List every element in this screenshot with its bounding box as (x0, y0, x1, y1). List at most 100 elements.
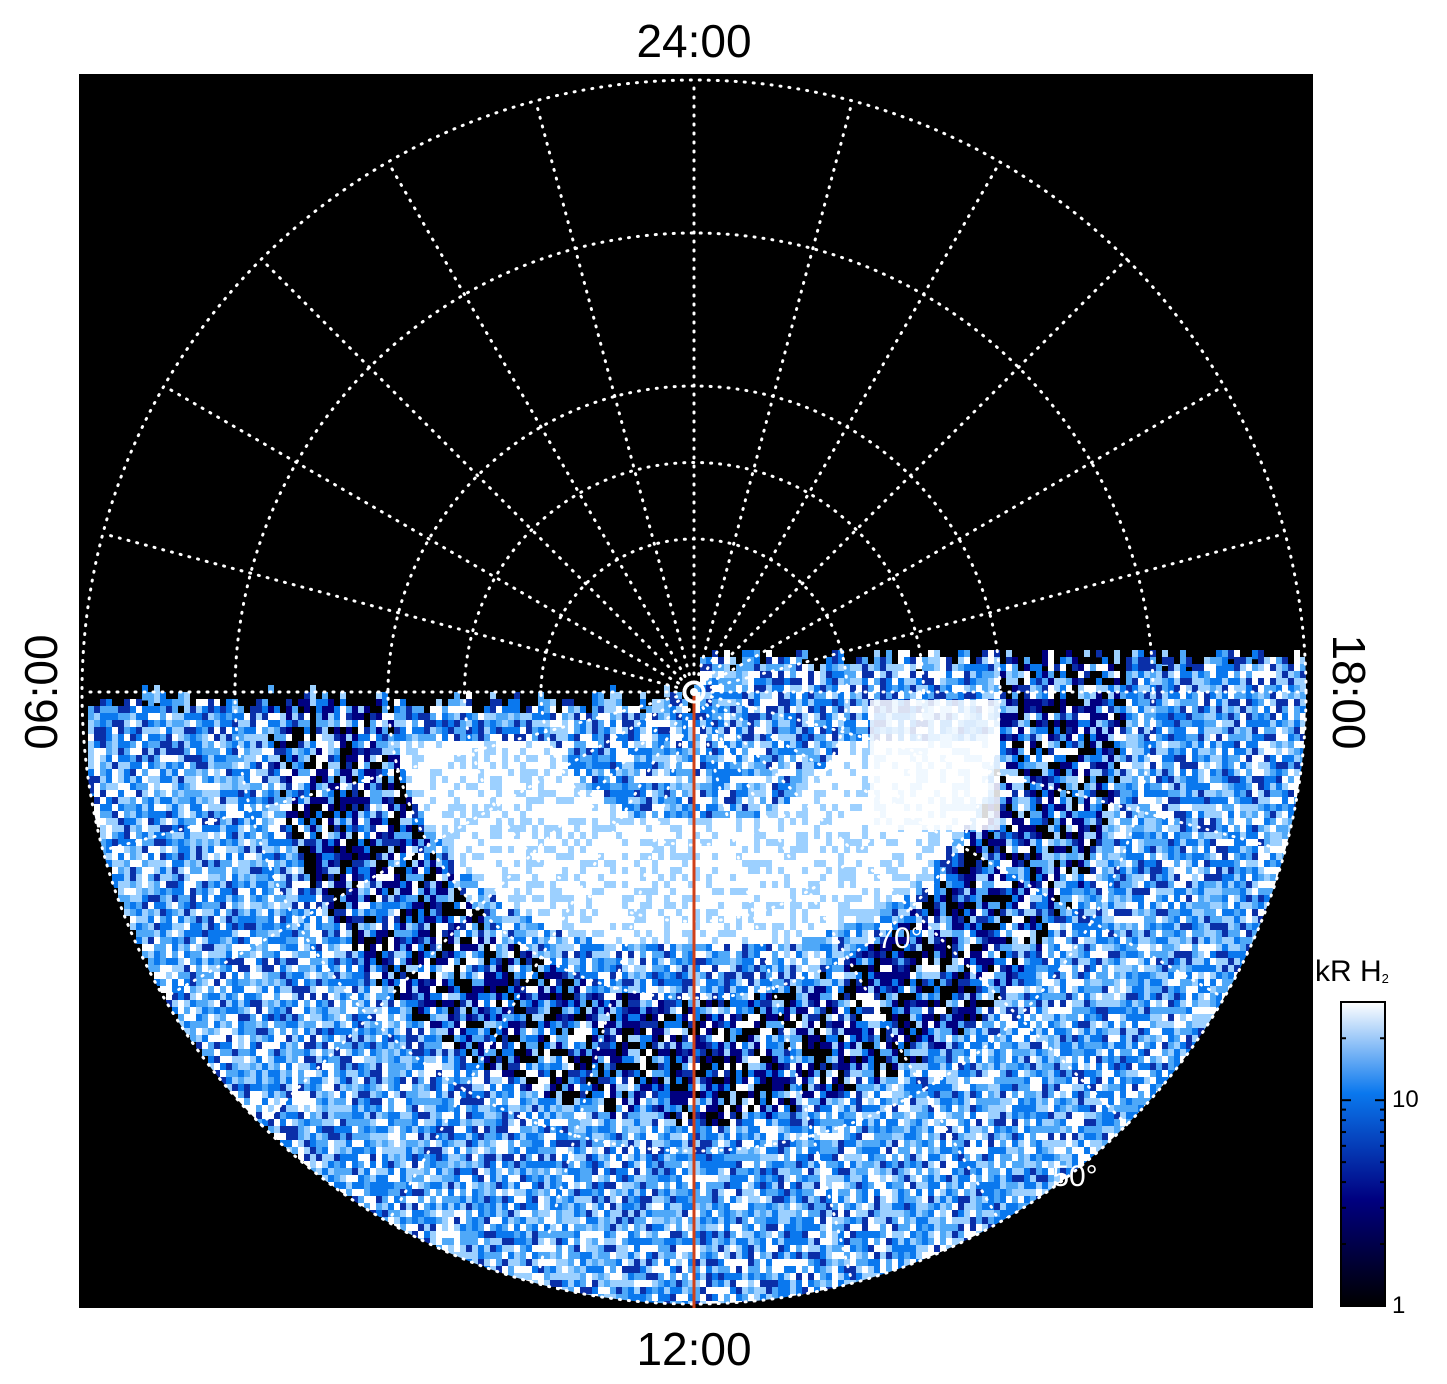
emission-cell (790, 734, 796, 744)
emission-cell (124, 727, 130, 738)
emission-cell (1222, 769, 1228, 777)
emission-cell (892, 678, 898, 690)
emission-cell (424, 734, 430, 745)
emission-cell (418, 741, 424, 755)
emission-cell (1054, 650, 1060, 663)
emission-cell (154, 727, 160, 738)
emission-cell (766, 671, 772, 679)
emission-cell (598, 699, 604, 712)
emission-cell (1042, 769, 1048, 777)
emission-cell (730, 734, 736, 742)
emission-cell (568, 755, 574, 763)
emission-cell (1156, 734, 1162, 745)
emission-cell (148, 741, 154, 751)
emission-cell (688, 748, 694, 758)
emission-cell (1084, 664, 1090, 673)
emission-cell (1120, 797, 1126, 805)
emission-cell (1222, 734, 1228, 745)
emission-cell (820, 713, 826, 725)
emission-cell (1102, 650, 1108, 659)
emission-cell (130, 755, 136, 769)
emission-cell (1192, 699, 1198, 713)
emission-cell (892, 692, 898, 701)
emission-cell (832, 741, 838, 752)
emission-cell (784, 699, 790, 712)
emission-cell (958, 650, 964, 661)
emission-cell (298, 734, 304, 742)
emission-cell (1282, 685, 1288, 697)
emission-cell (136, 853, 142, 860)
emission-cell (1210, 741, 1216, 751)
emission-cell (1252, 650, 1258, 660)
emission-cell (988, 678, 994, 690)
emission-cell (364, 832, 370, 840)
emission-cell (1168, 741, 1174, 752)
emission-cell (1276, 699, 1282, 712)
emission-cell (1096, 720, 1102, 731)
emission-cell (1216, 720, 1222, 733)
emission-cell (658, 748, 664, 758)
emission-cell (208, 699, 214, 712)
emission-cell (1084, 671, 1090, 684)
emission-cell (556, 748, 562, 756)
emission-cell (1156, 671, 1162, 679)
emission-cell (118, 734, 124, 748)
emission-cell (1288, 727, 1294, 738)
emission-cell (730, 657, 736, 665)
emission-cell (646, 720, 652, 729)
emission-cell (1228, 741, 1234, 755)
emission-cell (172, 783, 178, 791)
emission-cell (1126, 762, 1132, 771)
emission-cell (142, 692, 148, 701)
emission-cell (568, 720, 574, 733)
emission-cell (1270, 713, 1276, 722)
emission-cell (1216, 755, 1222, 763)
emission-cell (976, 692, 982, 700)
emission-cell (1030, 734, 1036, 746)
emission-cell (802, 650, 808, 660)
emission-cell (124, 748, 130, 759)
emission-cell (136, 748, 142, 762)
emission-cell (526, 713, 532, 725)
emission-cell (1006, 657, 1012, 667)
emission-cell (874, 692, 880, 705)
emission-cell (712, 671, 718, 682)
emission-cell (1282, 664, 1288, 677)
emission-cell (1000, 734, 1006, 743)
emission-cell (832, 650, 838, 667)
emission-cell (748, 818, 754, 826)
emission-cell (1222, 804, 1228, 812)
emission-cell (226, 734, 232, 747)
emission-cell (148, 853, 154, 860)
emission-cell (310, 727, 316, 740)
emission-cell (796, 685, 802, 696)
emission-cell (1252, 748, 1258, 759)
emission-cell (1222, 650, 1228, 659)
emission-cell (736, 741, 742, 749)
emission-cell (514, 734, 520, 742)
emission-cell (568, 769, 574, 777)
emission-cell (826, 692, 832, 702)
emission-cell (112, 853, 118, 860)
emission-cell (280, 783, 286, 791)
emission-cell (730, 776, 736, 784)
emission-cell (826, 748, 832, 759)
emission-cell (406, 748, 412, 762)
emission-cell (250, 713, 256, 726)
emission-cell (676, 741, 682, 753)
emission-cell (892, 671, 898, 679)
emission-cell (670, 706, 676, 714)
emission-cell (484, 720, 490, 733)
emission-cell (448, 790, 454, 798)
emission-cell (268, 734, 274, 747)
emission-cell (922, 657, 928, 667)
emission-cell (340, 734, 346, 748)
emission-cell (550, 790, 556, 798)
emission-cell (292, 776, 298, 784)
emission-cell (1102, 713, 1108, 727)
emission-cell (1090, 727, 1096, 737)
emission-cell (1156, 727, 1162, 740)
emission-cell (160, 748, 166, 760)
emission-cell (532, 748, 538, 760)
emission-cell (268, 685, 274, 694)
